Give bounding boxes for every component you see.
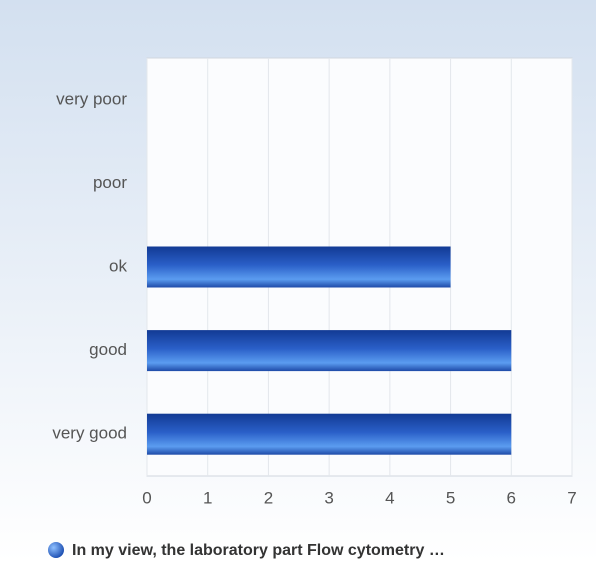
y-tick-label: very poor xyxy=(56,89,127,108)
x-tick-label: 2 xyxy=(264,488,273,507)
x-tick-label: 3 xyxy=(324,488,333,507)
y-tick-label: ok xyxy=(109,256,127,275)
bar xyxy=(147,330,512,372)
y-tick-label: very good xyxy=(52,424,127,443)
y-tick-label: good xyxy=(89,340,127,359)
x-tick-label: 6 xyxy=(507,488,516,507)
x-tick-label: 4 xyxy=(385,488,394,507)
bar xyxy=(147,246,451,288)
legend-label: In my view, the laboratory part Flow cyt… xyxy=(72,542,445,559)
x-tick-label: 7 xyxy=(567,488,576,507)
legend-marker xyxy=(48,542,64,558)
x-tick-label: 5 xyxy=(446,488,455,507)
y-tick-label: poor xyxy=(93,173,127,192)
bar xyxy=(147,413,512,455)
x-tick-label: 1 xyxy=(203,488,212,507)
x-tick-label: 0 xyxy=(142,488,151,507)
